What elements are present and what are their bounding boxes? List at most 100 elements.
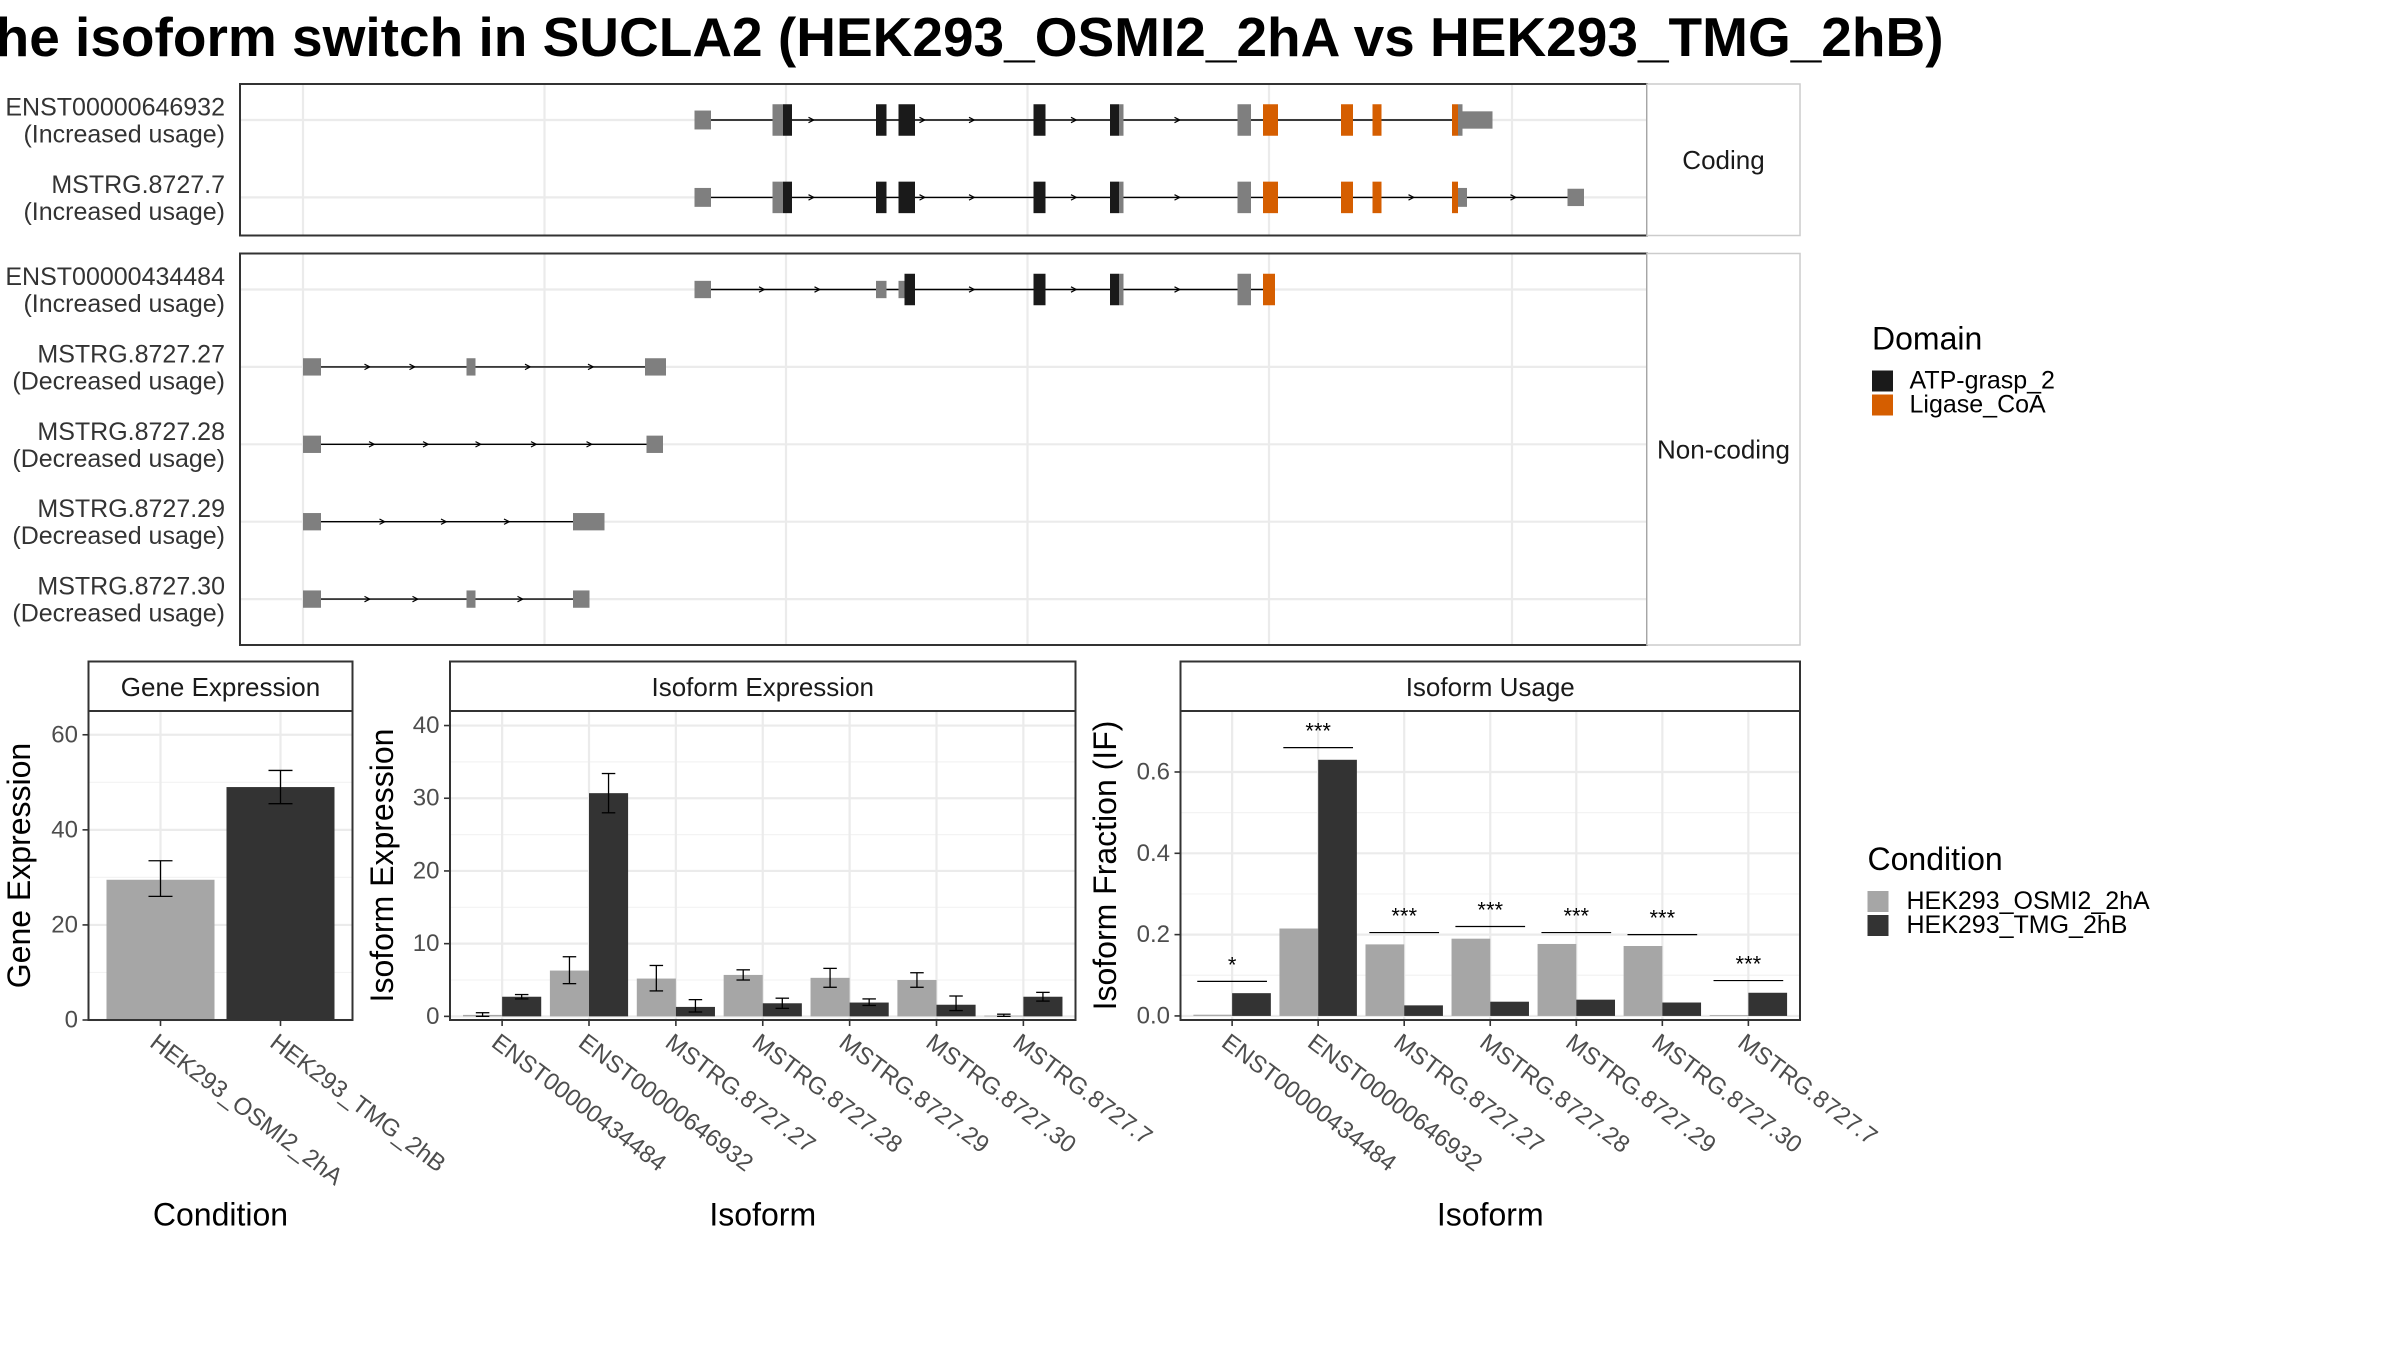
significance-label: ***: [1391, 904, 1417, 929]
significance-label: ***: [1563, 904, 1589, 929]
exon-ATP-grasp_2: [783, 104, 792, 136]
exon-Ligase_CoA: [1372, 181, 1382, 214]
exon-utr: [645, 358, 666, 376]
significance-label: *: [1228, 952, 1237, 977]
exon-Ligase_CoA: [1263, 104, 1278, 136]
exon-utr: [694, 280, 711, 299]
y-tick-label: 0.2: [1137, 921, 1170, 948]
legend-swatch: [1872, 370, 1893, 392]
exon-ATP-grasp_2: [876, 104, 887, 136]
bar-HEK293_TMG_2hB-ENST00000646932: [1318, 759, 1357, 1016]
legend-title: Domain: [1872, 321, 1982, 357]
error-bar: [688, 998, 703, 1013]
exon-Ligase_CoA: [1341, 104, 1353, 136]
exon-utr: [694, 187, 711, 207]
error-bar: [649, 964, 664, 992]
exon-utr: [694, 110, 711, 130]
transcript-MSTRG.8727.7: MSTRG.8727.7(Increased usage): [23, 171, 1584, 226]
y-axis-title: Gene Expression: [1, 743, 37, 988]
y-axis-title: Isoform Expression: [364, 729, 400, 1003]
y-tick-label: 30: [413, 785, 440, 812]
x-tick-label: MSTRG.8727.27: [1389, 1029, 1549, 1159]
strand-arrow: [1070, 116, 1078, 124]
y-axis-title: Isoform Fraction (IF): [1087, 721, 1123, 1011]
exon-utr: [646, 435, 663, 453]
exon-Ligase_CoA: [1372, 104, 1382, 136]
y-tick-label: 40: [51, 816, 78, 843]
strand-arrow: [968, 286, 976, 293]
panel-strip: [87, 660, 354, 712]
exon-ATP-grasp_2: [904, 273, 915, 306]
transcript-ENST00000646932: ENST00000646932(Increased usage): [5, 94, 1493, 149]
error-bar: [475, 1012, 490, 1018]
exon-utr: [573, 590, 590, 608]
exon-utr: [1458, 187, 1467, 207]
strand-arrow: [1070, 194, 1078, 201]
exon-ATP-grasp_2: [898, 104, 915, 136]
bar-HEK293_TMG_2hB-ENST00000434484: [1232, 993, 1271, 1016]
bar-HEK293_OSMI2_2hA-ENST00000434484: [1193, 1014, 1233, 1016]
exon-utr: [466, 358, 476, 376]
x-tick-label: MSTRG.8727.30: [1647, 1029, 1807, 1159]
strand-arrow: [808, 194, 816, 201]
exon-utr: [303, 513, 321, 531]
strand-arrow: [379, 518, 387, 525]
transcript-panel-coding: ENST00000646932(Increased usage) MSTRG.87…: [5, 83, 1801, 237]
bar-HEK293_OSMI2_2hA-MSTRG.8727.27: [1365, 944, 1405, 1016]
exon-utr: [466, 590, 476, 608]
error-bar: [997, 1013, 1011, 1018]
y-tick-label: 40: [413, 712, 440, 739]
exon-utr: [303, 590, 321, 608]
exon-ATP-grasp_2: [876, 181, 887, 214]
panel-title: Gene Expression: [121, 672, 320, 702]
error-bar: [949, 995, 963, 1012]
exon-utr: [1458, 104, 1463, 136]
error-bar: [148, 860, 173, 898]
strand-arrow: [919, 194, 927, 201]
exon-utr: [772, 104, 783, 136]
bar-HEK293_TMG_2hB-MSTRG.8727.7: [1023, 996, 1063, 1017]
y-tick-label: 10: [413, 930, 440, 957]
strand-arrow: [587, 363, 595, 371]
error-bar: [562, 956, 577, 985]
strand-arrow: [814, 286, 822, 293]
transcript-id-label: MSTRG.8727.7: [51, 171, 225, 199]
strand-arrow: [968, 116, 976, 124]
transcript-id-label: MSTRG.8727.27: [37, 340, 225, 368]
exon-utr: [772, 181, 783, 214]
error-bar: [514, 993, 529, 1000]
bar-HEK293_TMG_2hB-MSTRG.8727.7: [1748, 992, 1788, 1016]
panel-background: [240, 253, 1647, 645]
strand-arrow: [524, 363, 532, 371]
strand-arrow: [530, 441, 538, 448]
panel-strip: [449, 660, 1077, 712]
strand-arrow: [919, 116, 927, 124]
exon-utr: [1237, 181, 1251, 214]
exon-utr: [1119, 181, 1124, 214]
bar-HEK293_TMG_2hB-MSTRG.8727.30: [1662, 1002, 1702, 1016]
strand-arrow: [364, 595, 372, 603]
bar-HEK293_OSMI2_2hA-ENST00000646932: [1279, 928, 1319, 1016]
error-bar: [910, 972, 924, 988]
x-tick-label: MSTRG.8727.28: [747, 1029, 907, 1159]
legend-label: Ligase_CoA: [1910, 391, 2047, 419]
exon-ATP-grasp_2: [898, 181, 915, 214]
exon-ATP-grasp_2: [1110, 273, 1119, 306]
strand-arrow: [422, 441, 430, 448]
error-bar: [823, 967, 837, 988]
exon-utr: [1237, 104, 1251, 136]
legend-label: ATP-grasp_2: [1910, 367, 2055, 395]
exon-Ligase_CoA: [1341, 181, 1353, 214]
y-tick-label: 0: [65, 1007, 78, 1034]
x-axis-title: Isoform: [1437, 1197, 1544, 1233]
transcript-panel-non-coding: ENST00000434484(Increased usage) MSTRG.87…: [5, 252, 1801, 646]
strand-arrow: [364, 363, 372, 371]
exon-utr: [1237, 273, 1251, 306]
significance-label: ***: [1649, 906, 1675, 931]
exon-utr: [1567, 188, 1584, 207]
bar-HEK293_OSMI2_2hA-MSTRG.8727.29: [1537, 943, 1577, 1016]
transcript-MSTRG.8727.29: MSTRG.8727.29(Decreased usage): [12, 495, 605, 550]
strand-arrow: [1510, 194, 1518, 201]
